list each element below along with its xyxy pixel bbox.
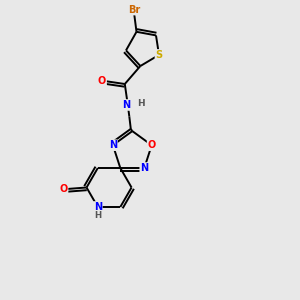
Text: Br: Br <box>128 4 140 15</box>
Text: N: N <box>140 163 148 173</box>
Text: N: N <box>122 100 130 110</box>
Text: O: O <box>148 140 156 150</box>
Text: H: H <box>94 212 101 220</box>
Text: O: O <box>59 184 68 194</box>
Text: N: N <box>109 140 117 150</box>
Text: S: S <box>155 50 163 60</box>
Text: O: O <box>98 76 106 86</box>
Text: N: N <box>94 202 102 212</box>
Text: H: H <box>137 99 144 108</box>
